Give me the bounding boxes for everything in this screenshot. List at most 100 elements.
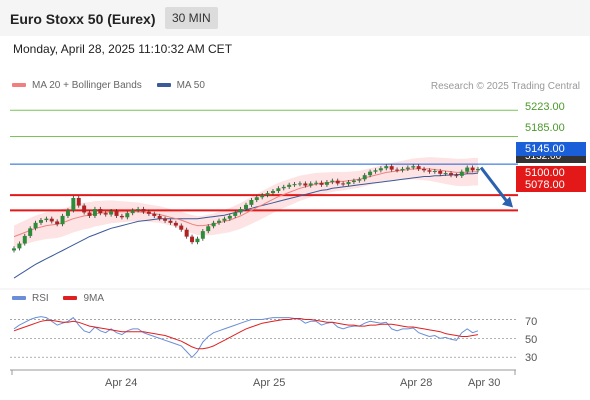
x-tick-apr30: Apr 30: [468, 377, 501, 389]
x-tick-apr25: Apr 25: [253, 377, 286, 389]
candle-body: [427, 170, 432, 172]
candle-body: [125, 213, 130, 218]
support-tag-2: 5078.00: [516, 178, 586, 192]
candle-body: [351, 180, 356, 183]
candle-body: [454, 175, 459, 177]
rsi-line: [13, 316, 479, 359]
copyright-text: Research © 2025 Trading Central: [430, 81, 580, 92]
candle-body: [200, 231, 205, 239]
legend-label-9ma: 9MA: [83, 293, 105, 304]
candle-body: [28, 228, 33, 236]
candle-body: [49, 218, 54, 222]
candle-body: [184, 229, 189, 237]
candle-body: [314, 182, 319, 184]
candle-body: [103, 213, 108, 215]
legend-item-ma50: MA 50: [156, 80, 205, 91]
header-bar: Euro Stoxx 50 (Eurex) 30 MIN: [0, 0, 590, 36]
candle-body: [227, 215, 232, 219]
candle-body: [211, 222, 216, 227]
candle-body: [443, 173, 448, 175]
candle-body: [303, 183, 308, 186]
candle-body: [109, 211, 114, 215]
candle-body: [222, 218, 227, 221]
candle-body: [17, 243, 22, 249]
timeframe-badge[interactable]: 30 MIN: [165, 7, 218, 29]
candle-body: [465, 167, 470, 172]
candle-body: [389, 166, 394, 170]
candle-body: [373, 170, 378, 172]
rsi-level-30: 30: [525, 352, 538, 364]
candle-body: [416, 166, 421, 169]
forecast-arrow-head: [502, 196, 513, 208]
candle-body: [341, 183, 346, 185]
candle-body: [335, 180, 340, 184]
chart-legend: MA 20 + Bollinger Bands MA 50: [12, 80, 217, 91]
candle-body: [270, 191, 275, 194]
candle-body: [276, 188, 281, 192]
candle-body: [98, 209, 103, 214]
candle-body: [130, 210, 135, 214]
candle-body: [82, 205, 87, 213]
candle-body: [217, 220, 222, 223]
candle-body: [206, 226, 211, 232]
candle-body: [357, 179, 362, 181]
bollinger-band: [14, 157, 478, 248]
candle-body: [33, 222, 38, 229]
candle-body: [141, 209, 146, 212]
candle-body: [119, 215, 124, 218]
candle-body: [12, 248, 16, 251]
candle-body: [362, 175, 367, 180]
legend-swatch-9ma: [63, 296, 78, 301]
candle-body: [55, 221, 60, 225]
candle-body: [470, 167, 475, 171]
forecast-arrow-shaft: [479, 166, 509, 203]
candle-body: [163, 218, 168, 221]
pivot-level-tag: 5145.00: [516, 142, 586, 156]
datetime-label: Monday, April 28, 2025 11:10:32 AM CET: [13, 42, 233, 56]
candle-body: [249, 200, 254, 205]
candle-body: [297, 183, 302, 185]
candle-body: [476, 168, 480, 171]
candle-body: [378, 168, 383, 171]
candle-body: [44, 218, 49, 221]
resistance-label-2: 5185.00: [525, 122, 565, 134]
candle-body: [87, 212, 92, 216]
candle-body: [330, 180, 335, 183]
legend-label-ma50: MA 50: [176, 80, 205, 91]
candle-body: [152, 213, 157, 216]
support-tag-1: 5100.00: [516, 166, 586, 180]
candle-body: [324, 182, 329, 185]
rsi-level-50: 50: [525, 334, 538, 346]
rsi-ma9-line: [13, 318, 479, 350]
legend-item-9ma: 9MA: [63, 293, 104, 304]
candle-body: [287, 184, 292, 187]
candle-body: [22, 235, 27, 244]
candle-body: [65, 210, 70, 216]
candle-body: [136, 209, 141, 211]
x-tick-apr28: Apr 28: [400, 377, 433, 389]
candle-body: [395, 169, 400, 171]
candle-body: [411, 166, 416, 168]
legend-item-rsi: RSI: [12, 293, 49, 304]
candle-body: [157, 215, 162, 219]
candle-body: [292, 184, 297, 186]
candle-body: [308, 183, 313, 186]
rsi-legend: RSI 9MA: [12, 293, 116, 304]
candle-body: [38, 220, 43, 223]
candle-body: [346, 182, 351, 185]
x-tick-apr24: Apr 24: [105, 377, 138, 389]
candle-body: [254, 197, 259, 201]
candle-body: [146, 211, 151, 214]
candle-body: [384, 166, 389, 169]
candle-body: [179, 225, 184, 230]
candle-body: [190, 236, 195, 243]
legend-item-ma20: MA 20 + Bollinger Bands: [12, 80, 142, 91]
candle-body: [92, 209, 97, 216]
instrument-title: Euro Stoxx 50 (Eurex): [10, 11, 156, 27]
candle-body: [244, 204, 248, 209]
candle-body: [319, 182, 324, 185]
candle-body: [459, 171, 464, 176]
candle-body: [449, 173, 454, 176]
legend-label-ma20: MA 20 + Bollinger Bands: [32, 80, 142, 91]
